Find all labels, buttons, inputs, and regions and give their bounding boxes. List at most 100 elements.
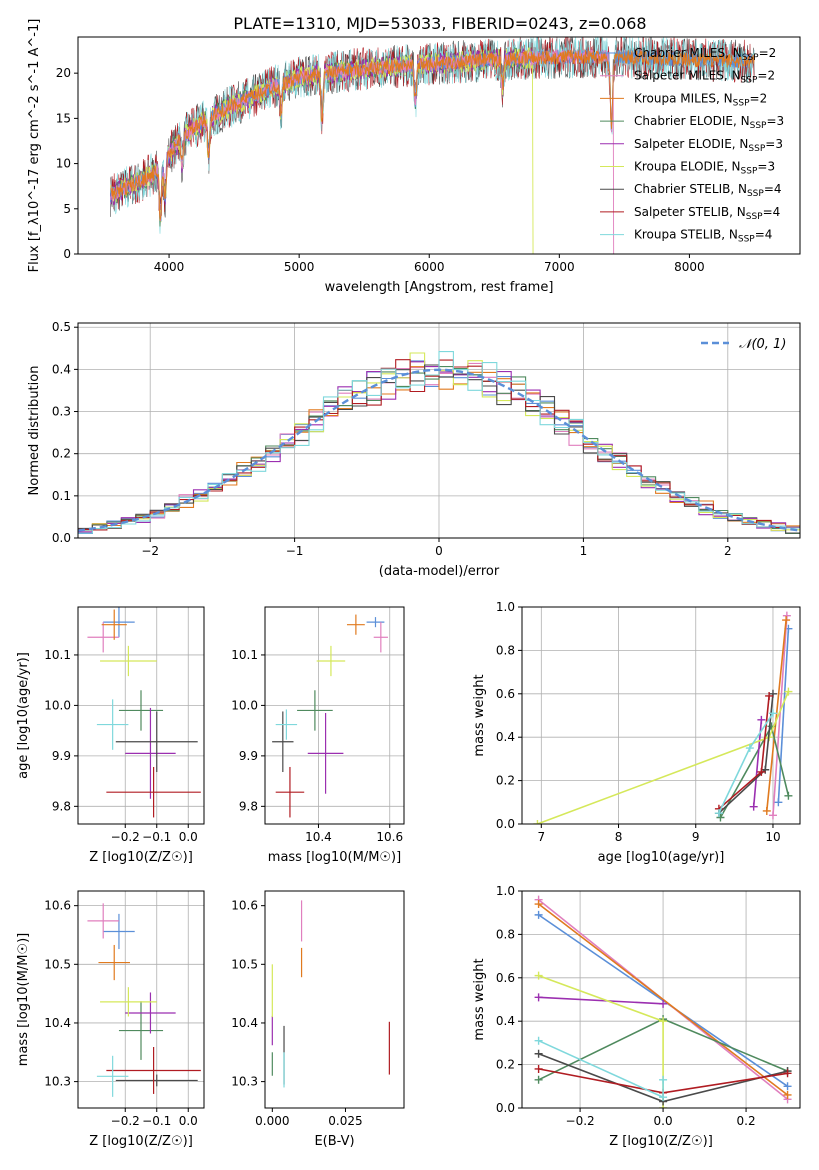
x-tick-label: −0.2 bbox=[111, 830, 140, 844]
y-tick-label: 9.9 bbox=[52, 749, 71, 763]
x-tick-label: 1 bbox=[580, 544, 588, 558]
weight-marker bbox=[534, 1049, 543, 1058]
legend-nssp-value: =3 bbox=[757, 160, 775, 174]
errorbar-chabrier-miles bbox=[366, 617, 385, 628]
y-tick-label: 9.8 bbox=[52, 799, 71, 813]
x-tick-label: −0.2 bbox=[566, 1114, 595, 1128]
x-tick-label: −0.1 bbox=[142, 1114, 171, 1128]
panel-spectrum: 4000 5000 6000 7000 8000 0 5 10 15 20 wavelength [… bbox=[27, 19, 801, 295]
y-tick-label: 9.8 bbox=[239, 799, 258, 813]
errorbar-chabrier-stelib bbox=[115, 1074, 198, 1087]
weight-line bbox=[538, 996, 664, 1005]
errorbar-kroupa-elodie bbox=[100, 645, 157, 677]
weight-marker bbox=[534, 1075, 543, 1084]
legend-subscript: SSP bbox=[747, 189, 764, 199]
legend-nssp-value: =2 bbox=[757, 69, 775, 83]
weight-marker bbox=[716, 813, 725, 822]
legend-subscript: SSP bbox=[742, 53, 759, 63]
legend-nssp-value: =3 bbox=[766, 114, 784, 128]
axes-frame bbox=[77, 606, 205, 825]
x-axis-label: E(B-V) bbox=[314, 1134, 354, 1149]
legend-entry-kroupa-elodie: Kroupa ELODIE, NSSP=3 bbox=[634, 160, 775, 177]
y-axis-label: Normed distribution bbox=[27, 366, 42, 496]
plot-area-residuals bbox=[78, 351, 800, 535]
y-tick-label: 10.6 bbox=[44, 899, 71, 913]
legend-subscript: SSP bbox=[748, 144, 765, 154]
axes-frame bbox=[521, 606, 801, 825]
y-tick-label: 0.0 bbox=[496, 1101, 515, 1115]
weight-marker bbox=[783, 1069, 792, 1078]
errorbar-salpeter-stelib bbox=[275, 766, 305, 818]
legend-subscript: SSP bbox=[750, 121, 767, 131]
y-axis-label: mass weight bbox=[472, 674, 487, 756]
y-tick-label: 10.5 bbox=[231, 957, 258, 971]
x-tick-label: 5000 bbox=[284, 260, 315, 274]
y-tick-label: 10 bbox=[56, 157, 71, 171]
normal-curve bbox=[78, 368, 800, 532]
legend-nssp-value: =4 bbox=[763, 205, 781, 219]
y-tick-label: 10.0 bbox=[44, 698, 71, 712]
errorbar-kroupa-stelib bbox=[96, 1055, 129, 1097]
y-tick-label: 20 bbox=[56, 66, 71, 80]
legend-nssp-value: =4 bbox=[764, 182, 782, 196]
y-tick-label: 0.5 bbox=[52, 320, 71, 334]
legend-entry-salpeter-stelib: Salpeter STELIB, NSSP=4 bbox=[634, 205, 780, 222]
y-tick-label: 10.4 bbox=[231, 1016, 258, 1030]
y-axis-label: Flux [f_λ10^-17 erg cm^-2 s^-1 A^-1] bbox=[27, 19, 42, 273]
x-tick-label: 0.0 bbox=[654, 1114, 673, 1128]
errorbar-salpeter-elodie bbox=[125, 992, 176, 1034]
y-tick-label: 0.4 bbox=[496, 1014, 515, 1028]
weight-series-kroupa-stelib bbox=[534, 1036, 668, 1102]
plot-area-spectrum bbox=[110, 37, 755, 254]
x-tick-label: 7000 bbox=[544, 260, 575, 274]
errorbar-chabrier-miles bbox=[103, 913, 135, 950]
y-tick-label: 10.1 bbox=[231, 648, 258, 662]
weight-line bbox=[718, 712, 774, 814]
legend-entry-salpeter-elodie: Salpeter ELODIE, NSSP=3 bbox=[634, 137, 783, 154]
weight-line bbox=[766, 619, 787, 812]
plot-area-mass-weight-vs-age bbox=[533, 611, 793, 824]
weight-series-salpeter-stelib bbox=[714, 691, 774, 813]
y-tick-label: 0 bbox=[63, 247, 71, 261]
y-tick-label: 15 bbox=[56, 111, 71, 125]
y-tick-label: 0.2 bbox=[52, 447, 71, 461]
legend-entry-kroupa-stelib: Kroupa STELIB, NSSP=4 bbox=[634, 228, 772, 245]
axes-frame bbox=[264, 890, 405, 1109]
errorbar-kroupa-elodie bbox=[100, 987, 157, 1017]
spectrum-line-kroupa-miles bbox=[110, 50, 755, 221]
axes-frame bbox=[77, 890, 205, 1109]
panel-residuals: −2 −1 0 1 2 0.0 0.1 0.2 0.3 0.4 0.5 (data-model)/er… bbox=[27, 320, 801, 579]
legend-nssp-value: =4 bbox=[755, 228, 773, 242]
x-tick-label: −0.2 bbox=[111, 1114, 140, 1128]
plot-area-age-vs-mass bbox=[272, 614, 388, 818]
x-tick-label: −1 bbox=[286, 544, 304, 558]
y-tick-label: 10.0 bbox=[231, 698, 258, 712]
errorbar-salpeter-miles bbox=[87, 903, 119, 939]
legend-entry-chabrier-stelib: Chabrier STELIB, NSSP=4 bbox=[634, 182, 782, 199]
weight-line bbox=[752, 719, 763, 807]
errorbar-salpeter-elodie bbox=[125, 707, 176, 799]
errorbar-kroupa-stelib bbox=[275, 709, 298, 740]
x-axis-label: age [log10(age/yr)] bbox=[598, 850, 725, 865]
y-tick-label: 5 bbox=[63, 202, 71, 216]
legend-entry-salpeter-miles: Salpeter MILES, NSSP=2 bbox=[634, 69, 775, 86]
weight-marker bbox=[533, 820, 542, 824]
panel-mass-weight-vs-Z: −0.2 0.0 0.2 0.0 0.2 0.4 0.6 0.8 1.0 Z [log10(Z/Z… bbox=[472, 884, 801, 1149]
errorbar-chabrier-stelib bbox=[115, 711, 198, 773]
x-tick-label: 0.0 bbox=[179, 1114, 198, 1128]
errorbar-kroupa-stelib bbox=[96, 699, 129, 750]
weight-line bbox=[537, 691, 790, 824]
weight-marker bbox=[757, 767, 766, 776]
y-tick-label: 0.3 bbox=[52, 405, 71, 419]
weight-marker bbox=[774, 798, 783, 807]
y-tick-label: 0.8 bbox=[496, 927, 515, 941]
plot-area-mass-vs-Z bbox=[87, 903, 201, 1097]
weight-series-chabrier-elodie bbox=[716, 722, 793, 822]
weight-marker bbox=[534, 1064, 543, 1073]
y-tick-label: 0.6 bbox=[496, 687, 515, 701]
x-tick-label: −0.1 bbox=[142, 830, 171, 844]
y-tick-label: 0.2 bbox=[496, 1058, 515, 1072]
legend-nssp-value: =2 bbox=[750, 91, 768, 105]
weight-marker bbox=[534, 993, 543, 1002]
